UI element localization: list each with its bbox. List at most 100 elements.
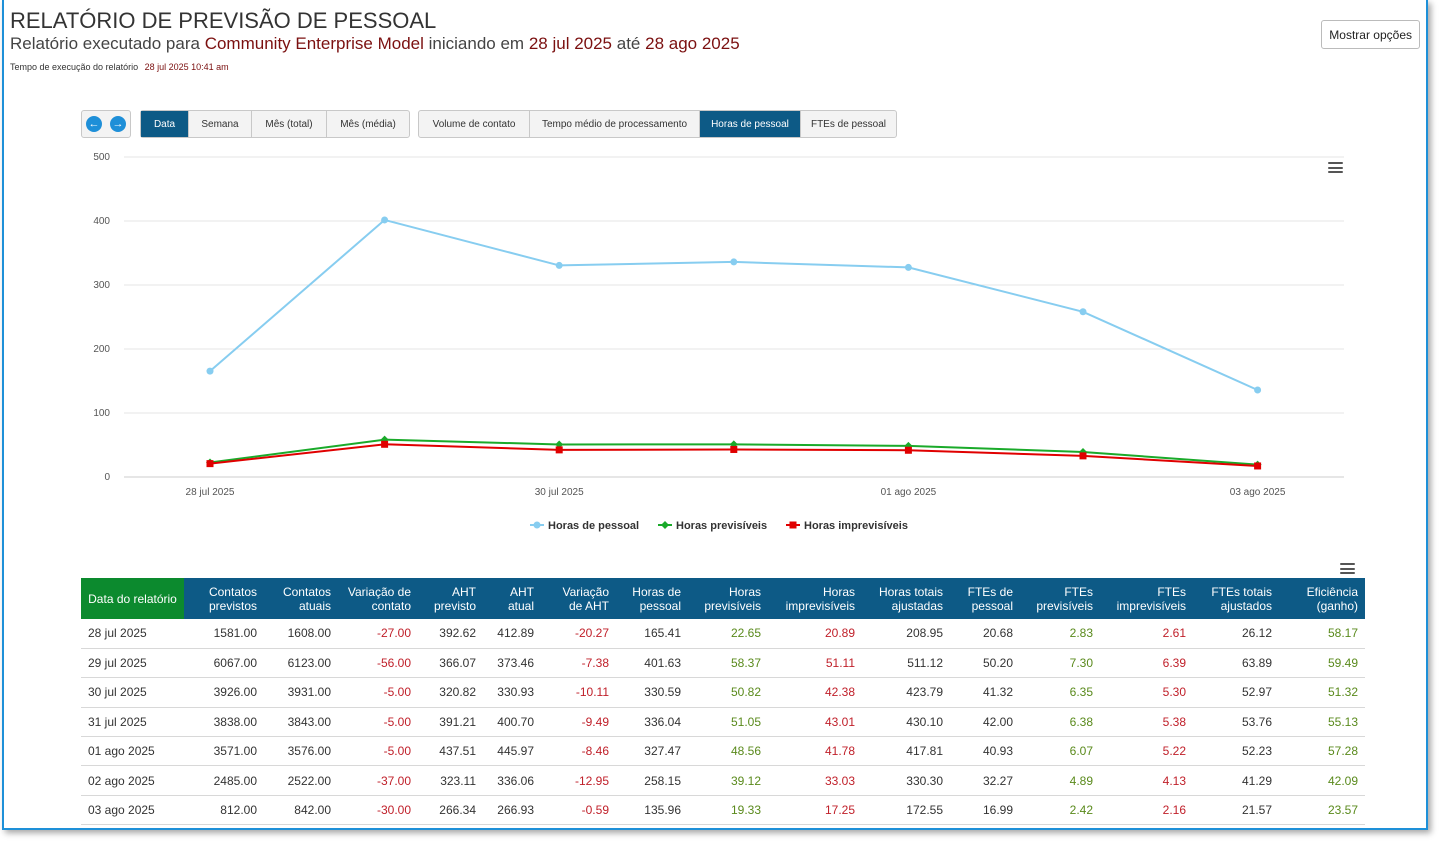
execution-time-value: 28 jul 2025 10:41 am: [144, 62, 229, 72]
table-cell: 31 jul 2025: [81, 707, 184, 738]
data-point: [206, 367, 214, 375]
data-point: [904, 263, 912, 271]
table-cell: 41.78: [768, 736, 862, 767]
series-line: [209, 218, 1259, 391]
column-header[interactable]: Data do relatório: [81, 578, 184, 619]
arrow-left-icon[interactable]: ←: [86, 116, 102, 132]
table-row: 29 jul 2025 6067.00 6123.00 -56.00 366.07 373…: [81, 648, 1365, 679]
table-cell: 3931.00: [264, 677, 338, 708]
table-cell: 28 jul 2025: [81, 619, 184, 649]
table-cell: 55.13: [1279, 707, 1365, 738]
table-cell: -9.49: [541, 707, 616, 738]
table-cell: 6.07: [1020, 736, 1100, 767]
y-tick-label: 200: [93, 344, 110, 355]
table-cell: 1608.00: [264, 619, 338, 649]
column-header[interactable]: Horas imprevisíveis: [768, 578, 862, 619]
table-cell: -12.95: [541, 765, 616, 796]
table-cell: -10.11: [541, 677, 616, 708]
subtitle-prefix: Relatório executado para: [10, 34, 200, 53]
table-cell: 172.55: [862, 795, 950, 826]
data-point: [1254, 386, 1262, 394]
tab-horas-pessoal[interactable]: Horas de pessoal: [700, 111, 801, 137]
table-cell: 43.01: [768, 707, 862, 738]
table-cell: 42.38: [768, 677, 862, 708]
table-cell: -0.59: [541, 795, 616, 826]
table-cell: 330.30: [862, 765, 950, 796]
table-cell: 19.33: [688, 795, 768, 826]
tab-tempo-medio[interactable]: Tempo médio de processamento: [530, 111, 700, 137]
table-cell: 3843.00: [264, 707, 338, 738]
column-header[interactable]: Eficiência (ganho): [1279, 578, 1365, 619]
table-cell: -20.27: [541, 619, 616, 649]
table-cell: 445.97: [483, 736, 541, 767]
data-point: [730, 258, 738, 266]
table-cell: 423.79: [862, 677, 950, 708]
table-cell: 23.57: [1279, 795, 1365, 826]
table-cell: 336.06: [483, 765, 541, 796]
column-header[interactable]: Variação de contato: [338, 578, 418, 619]
table-cell: 33.03: [768, 765, 862, 796]
execution-time: Tempo de execução do relatório 28 jul 20…: [10, 62, 229, 72]
legend-label: Horas previsíveis: [676, 520, 767, 532]
table-cell: 2.83: [1020, 619, 1100, 649]
column-header[interactable]: FTEs previsíveis: [1020, 578, 1100, 619]
table-cell: 4.89: [1020, 765, 1100, 796]
tab-semana[interactable]: Semana: [189, 111, 252, 137]
end-date: 28 ago 2025: [645, 34, 740, 53]
table-row: 31 jul 2025 3838.00 3843.00 -5.00 391.21 400.…: [81, 707, 1365, 738]
column-header[interactable]: Contatos previstos: [184, 578, 264, 619]
table-cell: 51.32: [1279, 677, 1365, 708]
arrow-right-icon[interactable]: →: [110, 116, 126, 132]
table-cell: -37.00: [338, 765, 418, 796]
table-cell: -56.00: [338, 648, 418, 679]
column-header[interactable]: Variação de AHT: [541, 578, 616, 619]
tab-data[interactable]: Data: [141, 111, 189, 137]
column-header[interactable]: FTEs totais ajustados: [1193, 578, 1279, 619]
column-header[interactable]: FTEs imprevisíveis: [1100, 578, 1193, 619]
y-tick-label: 0: [104, 472, 110, 483]
table-body: 28 jul 2025 1581.00 1608.00 -27.00 392.62 412…: [81, 619, 1365, 826]
table-cell: 2522.00: [264, 765, 338, 796]
column-header[interactable]: FTEs de pessoal: [950, 578, 1020, 619]
table-menu-icon[interactable]: [1340, 563, 1355, 574]
column-header[interactable]: Horas de pessoal: [616, 578, 688, 619]
column-header[interactable]: AHT previsto: [418, 578, 483, 619]
data-point: [206, 460, 214, 468]
tab-mes-media[interactable]: Mês (média): [340, 118, 396, 130]
column-header[interactable]: AHT atual: [483, 578, 541, 619]
table-cell: 366.07: [418, 648, 483, 679]
tab-mes-total[interactable]: Mês (total): [252, 111, 327, 137]
period-tabs: Data Semana Mês (total) Mês (média): [140, 110, 410, 138]
tab-volume-contato[interactable]: Volume de contato: [419, 111, 530, 137]
data-point: [381, 216, 389, 224]
table-cell: 02 ago 2025: [81, 765, 184, 796]
table-cell: 63.89: [1193, 648, 1279, 679]
tab-ftes-pessoal[interactable]: FTEs de pessoal: [810, 118, 887, 130]
table-cell: 41.32: [950, 677, 1020, 708]
subtitle-mid: iniciando em: [428, 34, 525, 53]
table-cell: 3838.00: [184, 707, 264, 738]
column-header[interactable]: Horas previsíveis: [688, 578, 768, 619]
x-tick-label: 03 ago 2025: [1230, 487, 1286, 498]
table-cell: -27.00: [338, 619, 418, 649]
chart-menu-icon[interactable]: [1328, 162, 1343, 173]
table-cell: 2.42: [1020, 795, 1100, 826]
column-header[interactable]: Horas totais ajustadas: [862, 578, 950, 619]
table-cell: 336.04: [616, 707, 688, 738]
table-cell: 5.30: [1100, 677, 1193, 708]
table-cell: 4.13: [1100, 765, 1193, 796]
table-cell: 323.11: [418, 765, 483, 796]
table-cell: 20.89: [768, 619, 862, 649]
table-cell: 812.00: [184, 795, 264, 826]
table-cell: 6067.00: [184, 648, 264, 679]
table-cell: 50.20: [950, 648, 1020, 679]
table-cell: 03 ago 2025: [81, 795, 184, 826]
table-cell: 42.09: [1279, 765, 1365, 796]
table-row: 01 ago 2025 3571.00 3576.00 -5.00 437.51 445.…: [81, 736, 1365, 767]
table-cell: 5.22: [1100, 736, 1193, 767]
table-cell: 330.59: [616, 677, 688, 708]
table-cell: 165.41: [616, 619, 688, 649]
show-options-button[interactable]: Mostrar opções: [1321, 20, 1420, 49]
table-cell: 6123.00: [264, 648, 338, 679]
column-header[interactable]: Contatos atuais: [264, 578, 338, 619]
